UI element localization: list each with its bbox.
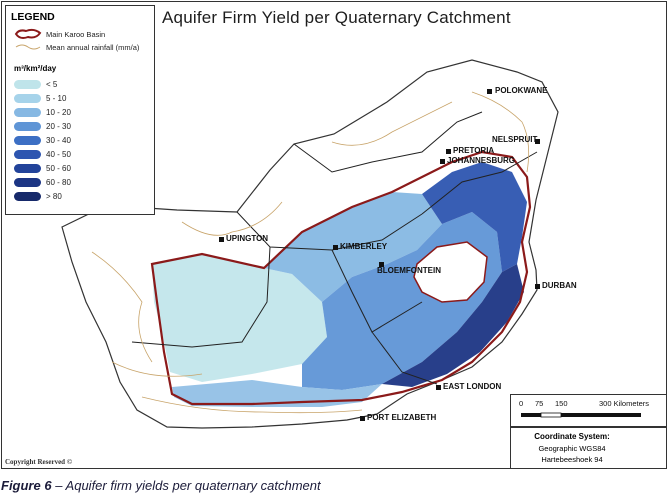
- province-boundary-6: [293, 111, 483, 173]
- scale-tick-0: 0: [519, 399, 524, 408]
- city-label-port-elizabeth: PORT ELIZABETH: [367, 413, 437, 422]
- legend-unit: m³/km²/day: [14, 64, 57, 73]
- scale-bar-graphic: [521, 412, 641, 418]
- city-label-durban: DURBAN: [542, 281, 577, 290]
- figure-caption: Figure 6 – Aquifer firm yields per quate…: [1, 478, 321, 493]
- coordinate-system-title: Coordinate System:: [534, 432, 610, 441]
- province-boundary-5: [421, 151, 538, 215]
- coordinate-system-box: Coordinate System: Geographic WGS84 Hart…: [510, 427, 666, 468]
- rainfall-contour-4: [141, 396, 363, 414]
- rainfall-contour-5: [471, 91, 530, 173]
- city-label-pretoria: PRETORIA: [453, 146, 495, 155]
- city-label-bloemfontein: BLOEMFONTEIN: [377, 266, 441, 275]
- map-frame: Aquifer Firm Yield per Quaternary Catchm…: [1, 1, 667, 469]
- province-boundary-2: [131, 246, 271, 348]
- yield-zone-light: [152, 254, 327, 382]
- legend-class-label-4: 30 - 40: [46, 136, 71, 145]
- legend-class-label-1: 5 - 10: [46, 94, 67, 103]
- city-marker-nelspruit: [535, 139, 540, 144]
- legend-swatch-2: [14, 108, 41, 117]
- basin-legend-label: Main Karoo Basin: [46, 30, 106, 39]
- legend: LEGEND Main Karoo Basin Mean annual rain…: [5, 5, 155, 215]
- legend-class-label-8: > 80: [46, 192, 62, 201]
- rainfall-contour-3: [331, 101, 453, 146]
- city-label-upington: UPINGTON: [226, 234, 269, 243]
- karoo-basin-legend-icon: [14, 28, 42, 39]
- coordinate-system-line1: Geographic WGS84: [538, 444, 606, 453]
- city-marker-bloemfontein: [379, 262, 384, 267]
- legend-swatch-0: [14, 80, 41, 89]
- city-label-polokwane: POLOKWANE: [495, 86, 548, 95]
- coordinate-system-line2: Hartebeeshoek 94: [541, 455, 603, 464]
- city-marker-port-elizabeth: [360, 416, 365, 421]
- map-graphic: [61, 59, 658, 459]
- copyright-notice: Copyright Reserved ©: [5, 458, 73, 466]
- legend-class-label-0: < 5: [46, 80, 58, 89]
- map-title: Aquifer Firm Yield per Quaternary Catchm…: [162, 8, 511, 27]
- yield-zone-mid-1: [264, 192, 442, 302]
- legend-swatch-6: [14, 164, 41, 173]
- rainfall-legend-label: Mean annual rainfall (mm/a): [46, 43, 140, 52]
- legend-class-label-2: 10 - 20: [46, 108, 71, 117]
- legend-class-label-6: 50 - 60: [46, 164, 71, 173]
- legend-class-label-7: 60 - 80: [46, 178, 71, 187]
- city-marker-polokwane: [487, 89, 492, 94]
- figure-number: Figure 6: [1, 478, 52, 493]
- legend-swatch-5: [14, 150, 41, 159]
- city-label-east-london: EAST LONDON: [443, 382, 502, 391]
- scale-tick-150: 150: [555, 399, 568, 408]
- scale-bar: 0 75 150 300 Kilometers: [510, 394, 666, 427]
- province-boundary-3: [331, 249, 423, 333]
- rainfall-legend-icon: [15, 44, 41, 50]
- scale-tick-300: 300 Kilometers: [599, 399, 650, 408]
- rainfall-contour-6: [111, 361, 203, 377]
- karoo-basin-boundary: [150, 150, 532, 406]
- city-label-johannesburg: JOHANNESBURG: [447, 156, 516, 165]
- yield-zone-dark-2: [382, 264, 524, 387]
- city-label-nelspruit: NELSPRUIT: [492, 135, 538, 144]
- legend-class-label-3: 20 - 30: [46, 122, 71, 131]
- legend-swatch-4: [14, 136, 41, 145]
- city-marker-kimberley: [333, 245, 338, 250]
- scale-tick-75: 75: [535, 399, 544, 408]
- city-label-kimberley: KIMBERLEY: [340, 242, 388, 251]
- legend-swatch-3: [14, 122, 41, 131]
- legend-swatch-7: [14, 178, 41, 187]
- city-marker-east-london: [436, 385, 441, 390]
- lesotho-area: [413, 241, 488, 303]
- city-marker-johannesburg: [440, 159, 445, 164]
- legend-heading: LEGEND: [11, 11, 55, 23]
- legend-swatch-1: [14, 94, 41, 103]
- province-boundary-4: [371, 331, 438, 385]
- figure-caption-text: – Aquifer firm yields per quaternary cat…: [51, 478, 321, 493]
- rainfall-contour-2: [181, 201, 283, 236]
- yield-zone-dark-1: [422, 162, 527, 272]
- rainfall-contour-1: [91, 251, 153, 363]
- city-marker-pretoria: [446, 149, 451, 154]
- city-marker-durban: [535, 284, 540, 289]
- legend-class-label-5: 40 - 50: [46, 150, 71, 159]
- city-marker-upington: [219, 237, 224, 242]
- legend-swatch-8: [14, 192, 41, 201]
